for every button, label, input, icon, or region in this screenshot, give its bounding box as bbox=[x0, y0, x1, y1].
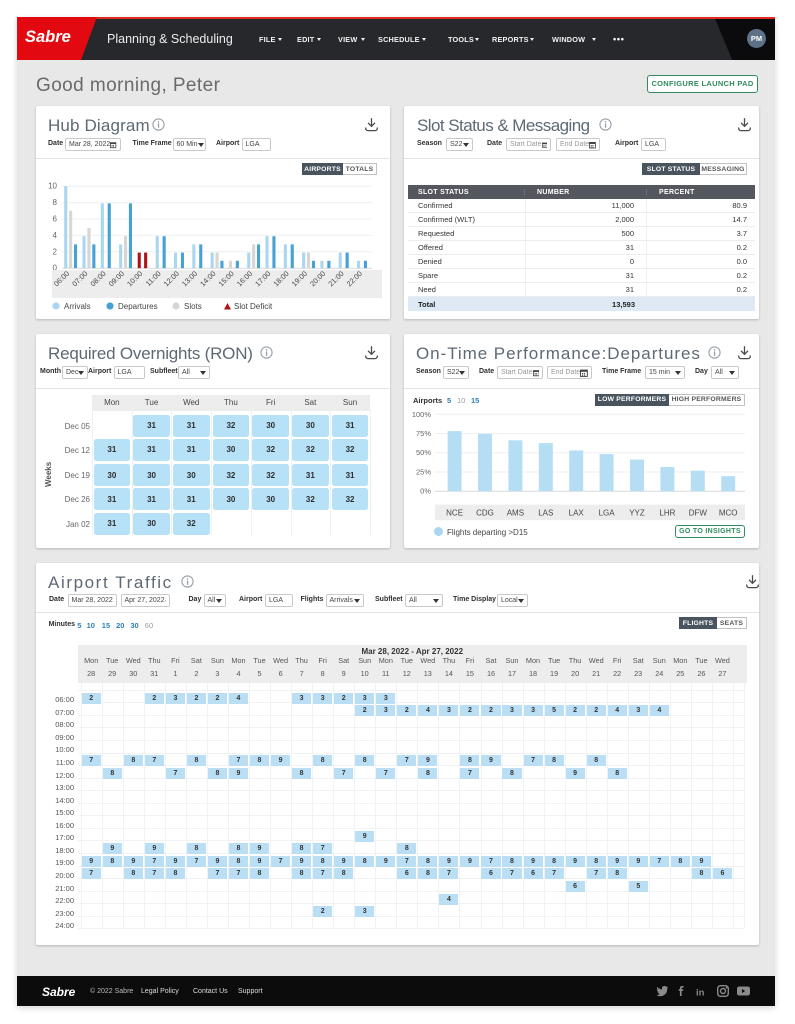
svg-text:YYZ: YYZ bbox=[629, 509, 645, 518]
svg-text:50%: 50% bbox=[416, 448, 431, 457]
svg-text:0: 0 bbox=[53, 264, 58, 273]
svg-text:0%: 0% bbox=[420, 487, 431, 496]
svg-text:LAS: LAS bbox=[538, 509, 553, 518]
svg-text:Departures: Departures bbox=[118, 302, 158, 311]
svg-text:Slots: Slots bbox=[184, 302, 202, 311]
svg-text:10: 10 bbox=[48, 182, 57, 191]
svg-text:DFW: DFW bbox=[689, 509, 708, 518]
svg-text:LHR: LHR bbox=[659, 509, 675, 518]
svg-text:MCO: MCO bbox=[719, 509, 738, 518]
svg-text:75%: 75% bbox=[416, 429, 431, 438]
svg-text:100%: 100% bbox=[412, 410, 432, 419]
svg-text:CDG: CDG bbox=[476, 509, 494, 518]
svg-text:2: 2 bbox=[53, 247, 58, 256]
svg-text:6: 6 bbox=[53, 215, 58, 224]
svg-text:8: 8 bbox=[53, 198, 58, 207]
svg-text:in: in bbox=[696, 988, 705, 999]
svg-text:LAX: LAX bbox=[569, 509, 585, 518]
svg-text:25%: 25% bbox=[416, 468, 431, 477]
svg-text:Arrivals: Arrivals bbox=[64, 302, 91, 311]
svg-text:AMS: AMS bbox=[507, 509, 524, 518]
svg-text:NCE: NCE bbox=[446, 509, 463, 518]
svg-text:Slot Deficit: Slot Deficit bbox=[234, 302, 273, 311]
svg-text:LGA: LGA bbox=[599, 509, 616, 518]
svg-text:4: 4 bbox=[53, 231, 58, 240]
